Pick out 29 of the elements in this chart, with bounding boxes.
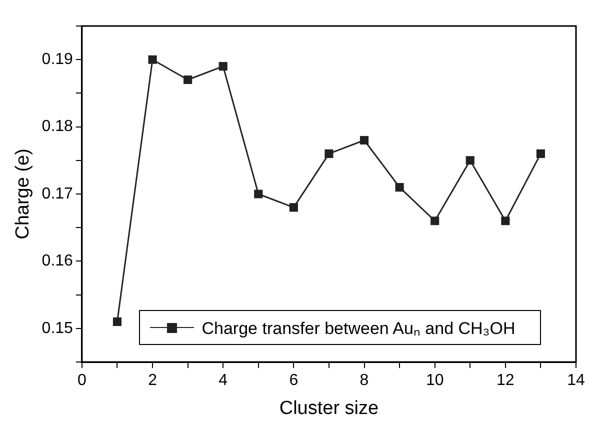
y-tick-label: 0.17	[42, 185, 74, 202]
point	[430, 216, 440, 226]
x-tick-label: 8	[360, 372, 369, 390]
point	[112, 317, 122, 326]
x-tick-label: 12	[496, 372, 514, 390]
x-tick-label: 2	[148, 372, 158, 390]
point	[218, 62, 228, 71]
point	[466, 156, 474, 165]
x-axis-title: Cluster size	[279, 398, 379, 419]
point	[501, 216, 510, 226]
point	[360, 136, 369, 145]
point	[148, 55, 157, 64]
y-tick-label: 0.15	[42, 320, 74, 337]
y-tick-label: 0.18	[42, 118, 74, 136]
x-tick-label: 10	[426, 372, 444, 390]
y-tick-label: 0.16	[42, 252, 74, 270]
point	[184, 75, 192, 84]
x-tick-label: 4	[218, 372, 228, 390]
y-axis-title: Charge (e)	[12, 148, 34, 240]
x-tick-label: 14	[567, 372, 585, 390]
x-tick-label: 6	[289, 372, 298, 390]
legend-label: Charge transfer between Auₙ and CH₃OH	[202, 318, 516, 339]
point	[289, 203, 298, 212]
x-tick-label: 0	[77, 372, 86, 390]
point	[395, 182, 404, 192]
point	[536, 149, 545, 158]
y-tick-label: 0.19	[42, 51, 74, 68]
point	[254, 190, 263, 198]
point	[324, 149, 334, 158]
